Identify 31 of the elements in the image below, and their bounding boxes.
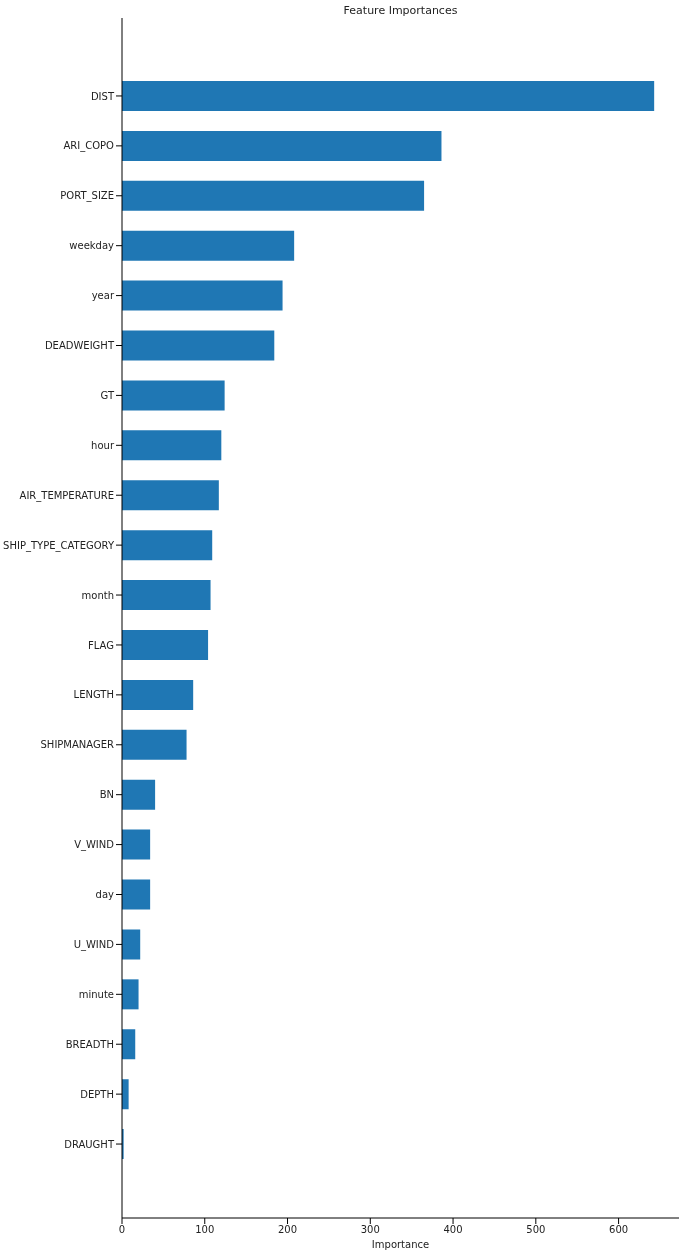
y-tick-label: month	[81, 589, 114, 601]
y-tick-label: hour	[91, 439, 115, 451]
y-tick-label: year	[91, 290, 115, 302]
y-tick-label: SHIPMANAGER	[40, 739, 115, 751]
y-tick-label: LENGTH	[73, 689, 114, 701]
x-tick-label: 0	[118, 1224, 126, 1236]
y-tick-label: day	[95, 889, 115, 901]
y-tick-label: BN	[99, 789, 114, 801]
y-tick-label: SHIP_TYPE_CATEGORY	[3, 539, 115, 552]
y-tick-label: BREADTH	[65, 1038, 114, 1050]
y-tick-label: V_WIND	[74, 839, 115, 852]
x-tick-label: 400	[443, 1224, 463, 1236]
x-tick-label: 300	[360, 1224, 380, 1236]
x-axis-title: Importance	[371, 1239, 430, 1250]
y-tick-label: FLAG	[88, 639, 114, 651]
y-tick-label: weekday	[69, 240, 115, 252]
chart-title: Feature Importances	[342, 4, 459, 17]
y-tick-label: DEADWEIGHT	[44, 340, 115, 352]
y-tick-label: DRAUGHT	[64, 1138, 115, 1150]
y-tick-label: DEPTH	[80, 1088, 114, 1100]
y-tick-label: U_WIND	[73, 938, 115, 951]
y-tick-label: minute	[78, 988, 114, 1000]
y-tick-label: GT	[100, 389, 115, 401]
x-tick-label: 100	[195, 1224, 215, 1236]
y-tick-label: DIST	[90, 90, 115, 102]
x-tick-label: 600	[609, 1224, 629, 1236]
x-tick-label: 200	[277, 1224, 298, 1236]
y-tick-label: ARI_COPO	[63, 140, 115, 153]
y-tick-label: AIR_TEMPERATURE	[19, 489, 114, 502]
x-tick-label: 500	[526, 1224, 546, 1236]
y-tick-label: PORT_SIZE	[60, 190, 114, 203]
